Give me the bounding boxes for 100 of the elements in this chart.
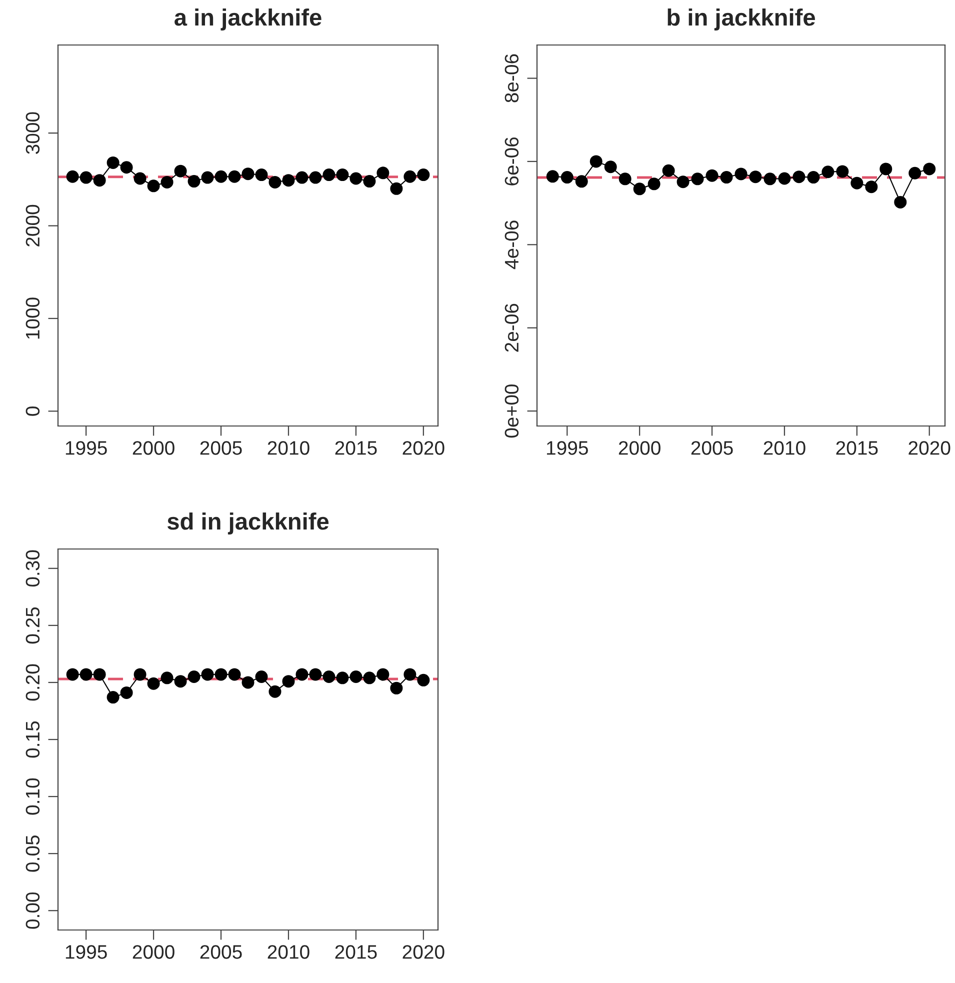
point bbox=[575, 175, 588, 188]
x-tick-label: 1995 bbox=[66, 441, 107, 455]
y-tick-label: 1000 bbox=[26, 298, 40, 339]
point bbox=[93, 174, 106, 187]
point bbox=[720, 171, 733, 184]
point bbox=[214, 668, 228, 681]
point bbox=[66, 668, 79, 681]
point bbox=[417, 674, 430, 686]
point bbox=[201, 668, 214, 681]
point bbox=[268, 685, 282, 698]
point bbox=[80, 171, 92, 184]
y-tick-label: 0.30 bbox=[26, 550, 40, 587]
point bbox=[734, 168, 748, 180]
point bbox=[865, 180, 878, 194]
point bbox=[807, 171, 820, 184]
point bbox=[214, 170, 228, 183]
point bbox=[309, 668, 322, 681]
x-tick-label: 1995 bbox=[546, 441, 588, 455]
x-tick-label: 2010 bbox=[268, 945, 310, 959]
point bbox=[691, 172, 704, 186]
x-tick-label: 2020 bbox=[908, 441, 950, 455]
point bbox=[93, 668, 106, 681]
x-tick-label: 2015 bbox=[335, 441, 377, 455]
point bbox=[120, 161, 133, 174]
y-tick-label: 0.20 bbox=[26, 664, 40, 701]
point bbox=[120, 686, 133, 699]
y-tick-label: 6e-06 bbox=[504, 137, 519, 186]
point bbox=[850, 176, 864, 190]
y-tick-label: 0.15 bbox=[26, 721, 40, 758]
point bbox=[822, 166, 834, 178]
chart-title: sd in jackknife bbox=[167, 512, 329, 534]
point bbox=[894, 196, 907, 208]
chart-title: a in jackknife bbox=[174, 8, 322, 30]
x-tick-label: 2015 bbox=[335, 945, 377, 959]
point bbox=[80, 668, 92, 681]
point bbox=[296, 171, 308, 184]
point bbox=[363, 672, 376, 684]
point bbox=[633, 182, 646, 196]
x-tick-label: 2005 bbox=[200, 945, 242, 959]
y-tick-label: 0.05 bbox=[26, 835, 40, 872]
x-tick-label: 2005 bbox=[691, 441, 733, 455]
point bbox=[322, 168, 336, 182]
point bbox=[174, 164, 187, 178]
x-tick-label: 2010 bbox=[764, 441, 806, 455]
x-tick-label: 2020 bbox=[402, 945, 444, 959]
point bbox=[134, 668, 146, 681]
point bbox=[268, 176, 282, 188]
point bbox=[134, 172, 146, 185]
point bbox=[336, 168, 349, 182]
y-tick-label: 2000 bbox=[26, 204, 40, 246]
point bbox=[160, 672, 174, 684]
point bbox=[923, 162, 936, 176]
point bbox=[404, 668, 416, 681]
point bbox=[174, 675, 187, 688]
point bbox=[228, 170, 241, 183]
point bbox=[662, 164, 675, 177]
point bbox=[836, 165, 849, 178]
point bbox=[322, 670, 336, 684]
point bbox=[336, 672, 349, 684]
y-tick-label: 0.10 bbox=[26, 778, 40, 815]
y-tick-label: 8e-06 bbox=[504, 54, 519, 102]
point bbox=[147, 677, 160, 690]
point bbox=[242, 676, 254, 689]
point bbox=[376, 668, 390, 681]
point bbox=[228, 668, 241, 681]
x-tick-label: 2005 bbox=[200, 441, 242, 455]
point bbox=[880, 162, 892, 176]
x-tick-label: 2000 bbox=[132, 945, 174, 959]
point bbox=[417, 168, 430, 182]
point bbox=[106, 691, 120, 704]
point bbox=[604, 160, 617, 174]
y-tick-label: 4e-06 bbox=[504, 220, 519, 270]
point bbox=[255, 168, 268, 182]
point bbox=[749, 170, 762, 184]
point bbox=[390, 682, 403, 694]
point bbox=[404, 170, 416, 183]
point bbox=[255, 670, 268, 684]
y-tick-label: 0e+00 bbox=[504, 384, 519, 438]
point bbox=[147, 180, 160, 192]
point bbox=[296, 668, 308, 681]
point bbox=[188, 670, 200, 684]
point bbox=[66, 170, 79, 183]
point bbox=[350, 172, 362, 185]
point bbox=[106, 156, 120, 169]
point bbox=[908, 166, 922, 180]
x-tick-label: 2015 bbox=[836, 441, 878, 455]
point bbox=[188, 175, 200, 188]
chart-title: b in jackknife bbox=[668, 8, 815, 30]
x-tick-label: 1995 bbox=[66, 945, 107, 959]
point bbox=[764, 172, 776, 186]
point bbox=[363, 175, 376, 188]
y-tick-label: 3000 bbox=[26, 112, 40, 154]
x-tick-label: 2000 bbox=[132, 441, 174, 455]
x-tick-label: 2010 bbox=[268, 441, 310, 455]
y-tick-label: 0.00 bbox=[26, 892, 40, 929]
x-tick-label: 2020 bbox=[402, 441, 444, 455]
point bbox=[282, 675, 295, 688]
point bbox=[706, 169, 718, 182]
point bbox=[376, 166, 390, 180]
point bbox=[648, 178, 660, 190]
